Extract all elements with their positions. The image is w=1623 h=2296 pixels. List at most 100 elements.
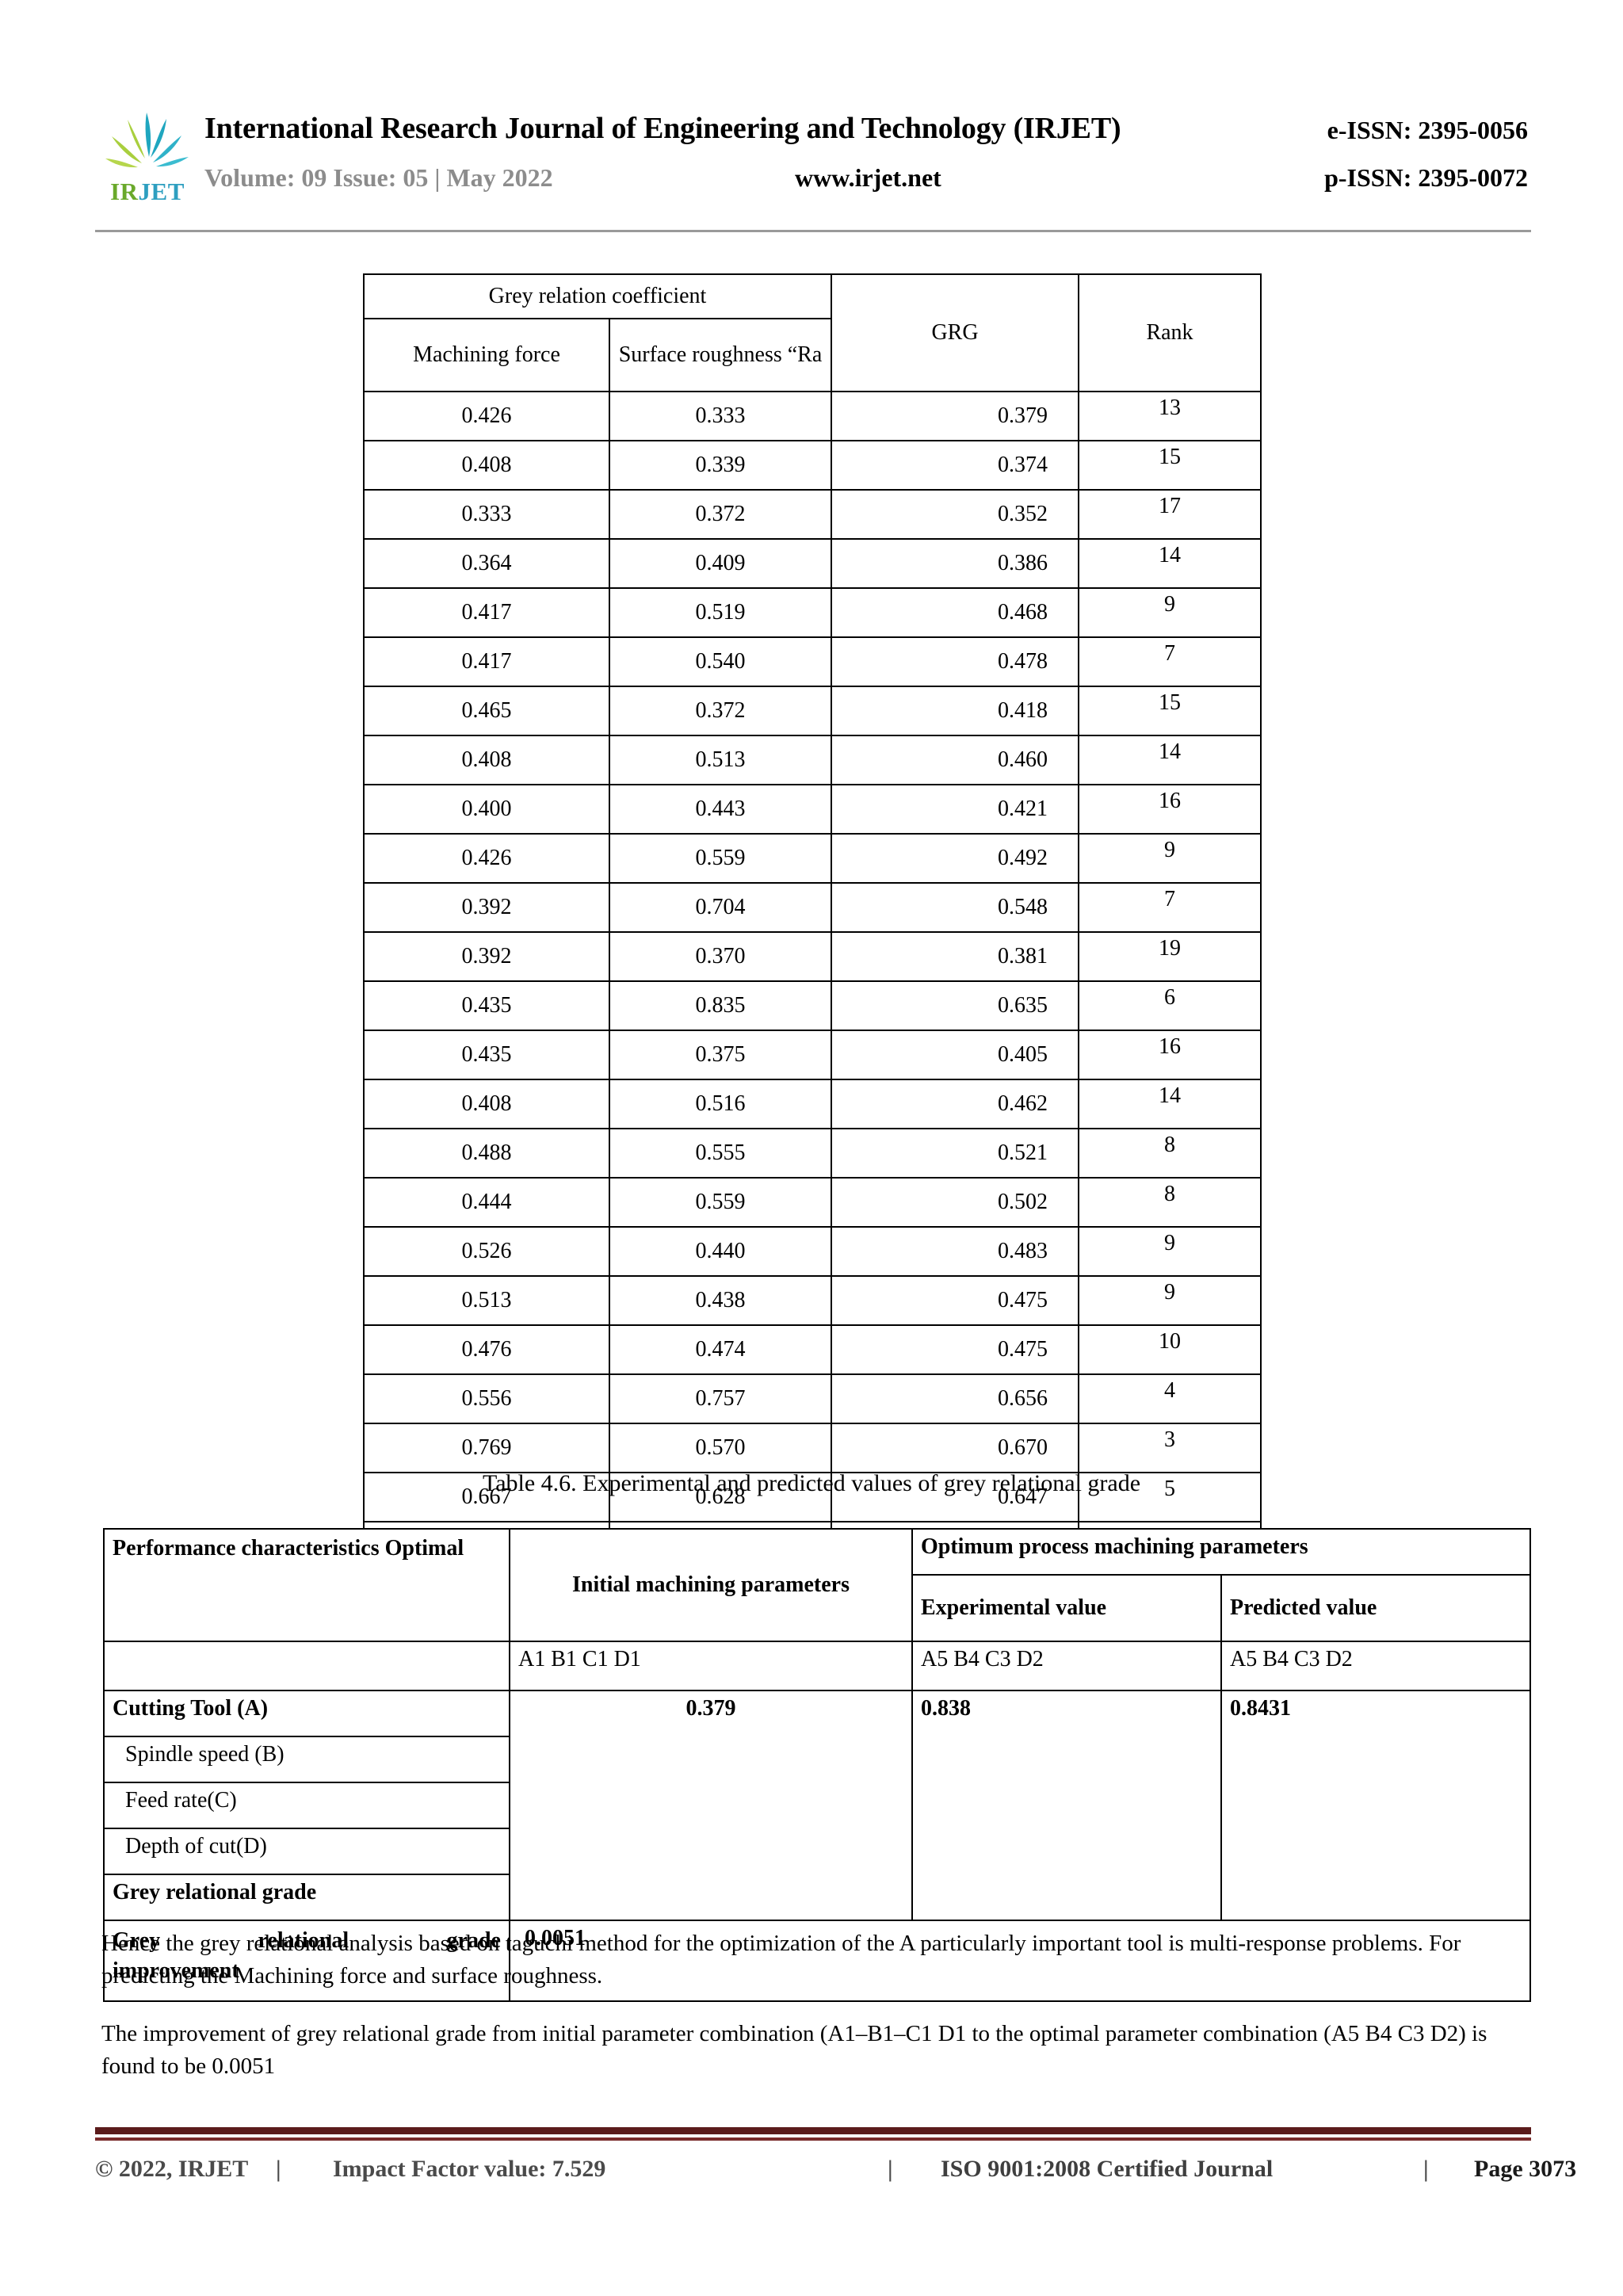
cell-surface-roughness: 0.757: [609, 1373, 832, 1424]
table-row: 0.392 0.370 0.381 19: [363, 931, 1262, 982]
cell-grg: 0.635: [831, 980, 1079, 1031]
paragraph-conclusion: Hence the grey relational analysis based…: [101, 1931, 1461, 1989]
footer-iso-certification: ISO 9001:2008 Certified Journal: [941, 2156, 1274, 2182]
cell-rank: 3: [1078, 1423, 1262, 1473]
improvement-word-grey: Grey: [113, 1928, 161, 1953]
code-initial: A1 B1 C1 D1: [509, 1641, 913, 1691]
improvement-word-grade: grade: [446, 1928, 501, 1953]
table-row: 0.408 0.339 0.374 15: [363, 440, 1262, 491]
cell-machining-force: 0.556: [363, 1373, 610, 1424]
cell-grg: 0.475: [831, 1275, 1079, 1326]
table-row: 0.435 0.375 0.405 16: [363, 1030, 1262, 1080]
cell-rank: 16: [1078, 1030, 1262, 1080]
cell-grg: 0.670: [831, 1423, 1079, 1473]
table2-row-feed-rate: Feed rate(C): [103, 1782, 1530, 1829]
table1-body: 0.426 0.333 0.379 13 0.408 0.339 0.374 15 0.333 0…: [363, 391, 1262, 1621]
improvement-label-line1: Grey relational grade: [113, 1926, 501, 1956]
cell-rank: 6: [1078, 980, 1262, 1031]
table-row: 0.408 0.516 0.462 14: [363, 1079, 1262, 1129]
cell-machining-force: 0.488: [363, 1128, 610, 1179]
code-predicted: A5 B4 C3 D2: [1220, 1641, 1531, 1691]
cell-surface-roughness: 0.513: [609, 735, 832, 785]
cell-grg: 0.656: [831, 1373, 1079, 1424]
cell-rank: 14: [1078, 538, 1262, 589]
footer-copyright: © 2022, IRJET: [95, 2156, 249, 2182]
cell-rank: 10: [1078, 1324, 1262, 1375]
table-row: 0.526 0.440 0.483 9: [363, 1226, 1262, 1277]
table2-body: Performance characteristics Optimal Init…: [103, 1528, 1531, 2002]
cell-surface-roughness: 0.443: [609, 784, 832, 835]
table-row: 0.667 0.628 0.647 5: [363, 1472, 1262, 1522]
cell-grg: 0.483: [831, 1226, 1079, 1277]
cell-surface-roughness: 0.559: [609, 1177, 832, 1228]
logo-ir-text: IR: [110, 178, 139, 205]
cell-surface-roughness: 0.835: [609, 980, 832, 1031]
cell-machining-force: 0.392: [363, 882, 610, 933]
table-row: 0.400 0.443 0.421 16: [363, 784, 1262, 835]
table2-code-row: A1 B1 C1 D1 A5 B4 C3 D2 A5 B4 C3 D2: [103, 1641, 1531, 1691]
cell-grg: 0.374: [831, 440, 1079, 491]
cell-surface-roughness: 0.370: [609, 931, 832, 982]
paragraph-improvement: The improvement of grey relational grade…: [101, 2021, 1487, 2080]
cell-machining-force: 0.417: [363, 587, 610, 638]
cell-grg: 0.421: [831, 784, 1079, 835]
journal-header: IRJET International Research Journal of …: [101, 105, 1528, 222]
cell-grg: 0.462: [831, 1079, 1079, 1129]
table2-row-depth-of-cut: Depth of cut(D): [103, 1828, 1530, 1875]
journal-website[interactable]: www.irjet.net: [795, 163, 941, 192]
header-row-secondary: Volume: 09 Issue: 05 | May 2022 www.irje…: [204, 157, 1528, 204]
logo-jet-text: JET: [138, 178, 185, 205]
cell-grg: 0.468: [831, 587, 1079, 638]
footer-impact-factor: Impact Factor value: 7.529: [333, 2156, 606, 2182]
cell-grg: 0.647: [831, 1472, 1079, 1522]
cell-rank: 7: [1078, 636, 1262, 687]
header-grg: GRG: [831, 273, 1079, 392]
optimum-parameters-table: Performance characteristics Optimal Init…: [103, 1528, 1531, 2002]
cell-machining-force: 0.392: [363, 931, 610, 982]
table-row: 0.426 0.559 0.492 9: [363, 833, 1262, 884]
code-experimental: A5 B4 C3 D2: [911, 1641, 1222, 1691]
header-predicted-value: Predicted value: [1220, 1574, 1531, 1642]
cell-machining-force: 0.364: [363, 538, 610, 589]
cell-machining-force: 0.513: [363, 1275, 610, 1326]
cell-grg: 0.548: [831, 882, 1079, 933]
cell-surface-roughness: 0.375: [609, 1030, 832, 1080]
cell-machining-force: 0.435: [363, 980, 610, 1031]
cell-rank: 9: [1078, 587, 1262, 638]
cell-grg: 0.502: [831, 1177, 1079, 1228]
page-footer: © 2022, IRJET | Impact Factor value: 7.5…: [95, 2149, 1576, 2197]
label-grey-relational-grade: Grey relational grade: [103, 1874, 510, 1921]
volume-issue: Volume: 09 Issue: 05 | May 2022: [204, 163, 553, 192]
table2-row-grey-relational-grade: Grey relational grade: [103, 1874, 1530, 1921]
header-performance-characteristics: Performance characteristics Optimal: [103, 1528, 510, 1642]
cell-rank: 19: [1078, 931, 1262, 982]
header-initial-machining-parameters: Initial machining parameters: [509, 1528, 913, 1642]
cell-grg: 0.478: [831, 636, 1079, 687]
cell-machining-force: 0.333: [363, 489, 610, 540]
cell-machining-force: 0.408: [363, 440, 610, 491]
cell-grg: 0.418: [831, 686, 1079, 736]
cell-rank: 7: [1078, 882, 1262, 933]
cell-machining-force: 0.667: [363, 1472, 610, 1522]
cell-surface-roughness: 0.474: [609, 1324, 832, 1375]
irjet-logo: IRJET: [101, 109, 193, 211]
table-row: 0.417 0.519 0.468 9: [363, 587, 1262, 638]
cell-rank: 14: [1078, 1079, 1262, 1129]
cell-grg: 0.352: [831, 489, 1079, 540]
value-initial: 0.379: [509, 1690, 913, 1920]
cell-surface-roughness: 0.339: [609, 440, 832, 491]
cell-rank: 14: [1078, 735, 1262, 785]
cell-machining-force: 0.476: [363, 1324, 610, 1375]
cell-rank: 5: [1078, 1472, 1262, 1522]
p-issn: p-ISSN: 2395-0072: [1324, 163, 1528, 192]
table-row: 0.465 0.372 0.418 15: [363, 686, 1262, 736]
cell-rank: 15: [1078, 440, 1262, 491]
cell-surface-roughness: 0.438: [609, 1275, 832, 1326]
cell-surface-roughness: 0.540: [609, 636, 832, 687]
cell-grg: 0.460: [831, 735, 1079, 785]
cell-grg: 0.475: [831, 1324, 1079, 1375]
value-predicted: 0.8431: [1220, 1690, 1531, 1920]
table2-header-row-2: Experimental value Predicted value: [104, 1574, 1531, 1642]
value-improvement: 0.0051: [509, 1920, 1531, 2002]
